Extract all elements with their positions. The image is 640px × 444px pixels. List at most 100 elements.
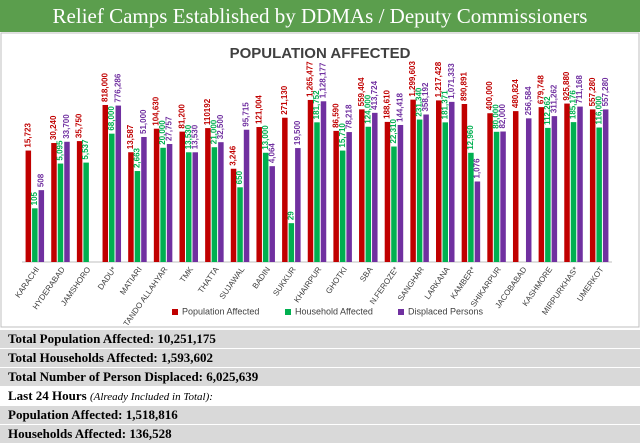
bar xyxy=(153,128,160,262)
bar xyxy=(577,106,583,263)
bar xyxy=(500,131,506,262)
value-label: 35,750 xyxy=(75,113,84,138)
bar xyxy=(391,146,397,262)
bar xyxy=(384,121,391,262)
value-label: 818,000 xyxy=(100,73,109,102)
bar xyxy=(32,208,38,262)
bar xyxy=(76,141,83,262)
value-label: 116,000 xyxy=(594,95,603,124)
value-label: 78,218 xyxy=(344,104,353,129)
value-label: 21,000 xyxy=(210,119,219,144)
chart-title: POPULATION AFFECTED xyxy=(230,45,411,62)
value-label: 80,000 xyxy=(492,104,501,129)
summary-value: 10,251,175 xyxy=(157,331,216,346)
value-label: 13,587 xyxy=(126,124,135,149)
bar xyxy=(596,127,602,263)
legend-label: Displaced Persons xyxy=(408,306,484,316)
bar xyxy=(51,143,57,262)
last24-note: (Already Included in Total): xyxy=(89,391,213,403)
bar xyxy=(25,150,32,262)
bar xyxy=(512,111,519,263)
bar xyxy=(211,147,218,262)
bar xyxy=(339,150,346,262)
value-label: 19,500 xyxy=(293,120,302,145)
value-label: 679,748 xyxy=(536,75,545,104)
bar xyxy=(346,132,352,262)
value-label: 188,610 xyxy=(383,89,392,118)
bar xyxy=(141,136,147,262)
bar xyxy=(423,114,429,263)
value-label: 480,824 xyxy=(511,79,520,108)
bar xyxy=(269,166,275,262)
value-label: 5,537 xyxy=(81,139,90,160)
bar xyxy=(359,109,365,262)
value-label: 15,723 xyxy=(23,123,32,148)
bar xyxy=(570,122,577,262)
value-label: 557,280 xyxy=(588,77,597,106)
bar xyxy=(185,152,192,262)
header-title: Relief Camps Established by DDMAs / Depu… xyxy=(0,0,640,32)
bar xyxy=(64,141,70,262)
value-label: 104,630 xyxy=(152,96,161,125)
legend-swatch xyxy=(172,309,178,315)
bar xyxy=(295,148,301,262)
bar xyxy=(218,142,224,262)
bar xyxy=(262,152,269,262)
value-label: 413,724 xyxy=(370,80,379,109)
bar xyxy=(256,127,262,262)
legend-label: Population Affected xyxy=(182,306,259,316)
value-label: 95,715 xyxy=(242,102,251,127)
value-label: 110192 xyxy=(203,98,212,125)
value-label: 112,262 xyxy=(543,96,552,125)
bar xyxy=(416,119,423,263)
bar xyxy=(449,101,455,263)
bar xyxy=(538,107,545,262)
bar xyxy=(243,129,250,262)
value-label: 121,004 xyxy=(254,95,263,124)
value-label: 51,000 xyxy=(139,109,148,134)
value-label: 231,340 xyxy=(415,87,424,116)
summary-row: Population Affected: 1,518,816 xyxy=(0,406,640,424)
bar xyxy=(493,131,500,262)
bar xyxy=(237,187,243,262)
legend-swatch xyxy=(398,309,404,315)
bar xyxy=(468,152,474,262)
summary-label: Total Households Affected: xyxy=(8,350,158,365)
bar xyxy=(442,122,449,262)
value-label: 1,071,333 xyxy=(447,63,456,99)
bar xyxy=(179,131,185,262)
legend-swatch xyxy=(285,309,291,315)
bar xyxy=(333,130,339,262)
bar xyxy=(474,181,481,262)
value-label: 508 xyxy=(36,173,45,187)
value-label: 15,710 xyxy=(338,123,347,148)
value-label: 12,960 xyxy=(466,125,475,150)
summary-row: Households Affected: 136,528 xyxy=(0,425,640,443)
value-label: 711,168 xyxy=(575,75,584,104)
summary-label: Households Affected: xyxy=(8,426,127,441)
bar xyxy=(288,223,295,262)
value-label: 82,000 xyxy=(498,103,507,128)
chart: POPULATION AFFECTED KARACHI15,723105508H… xyxy=(0,32,640,328)
value-label: 29 xyxy=(286,211,295,220)
value-label: 13,530 xyxy=(184,124,193,149)
bar xyxy=(57,163,64,262)
bar xyxy=(160,147,166,262)
bar xyxy=(461,104,468,262)
value-label: 5,095 xyxy=(56,140,65,161)
bar xyxy=(372,112,378,262)
value-label: 32,500 xyxy=(216,114,225,139)
value-label: 271,130 xyxy=(280,85,289,114)
value-label: 1,299,603 xyxy=(408,61,417,97)
value-label: 776,286 xyxy=(113,73,122,102)
value-label: 1,265,477 xyxy=(306,61,315,97)
value-label: 2,663 xyxy=(133,147,142,168)
value-label: 1,217,428 xyxy=(434,61,443,97)
value-label: 559,404 xyxy=(357,77,366,106)
value-label: 22,310 xyxy=(389,119,398,144)
bar xyxy=(166,144,173,262)
bar xyxy=(38,190,45,262)
bar xyxy=(307,99,314,263)
bar xyxy=(487,113,493,262)
bar xyxy=(551,116,558,262)
